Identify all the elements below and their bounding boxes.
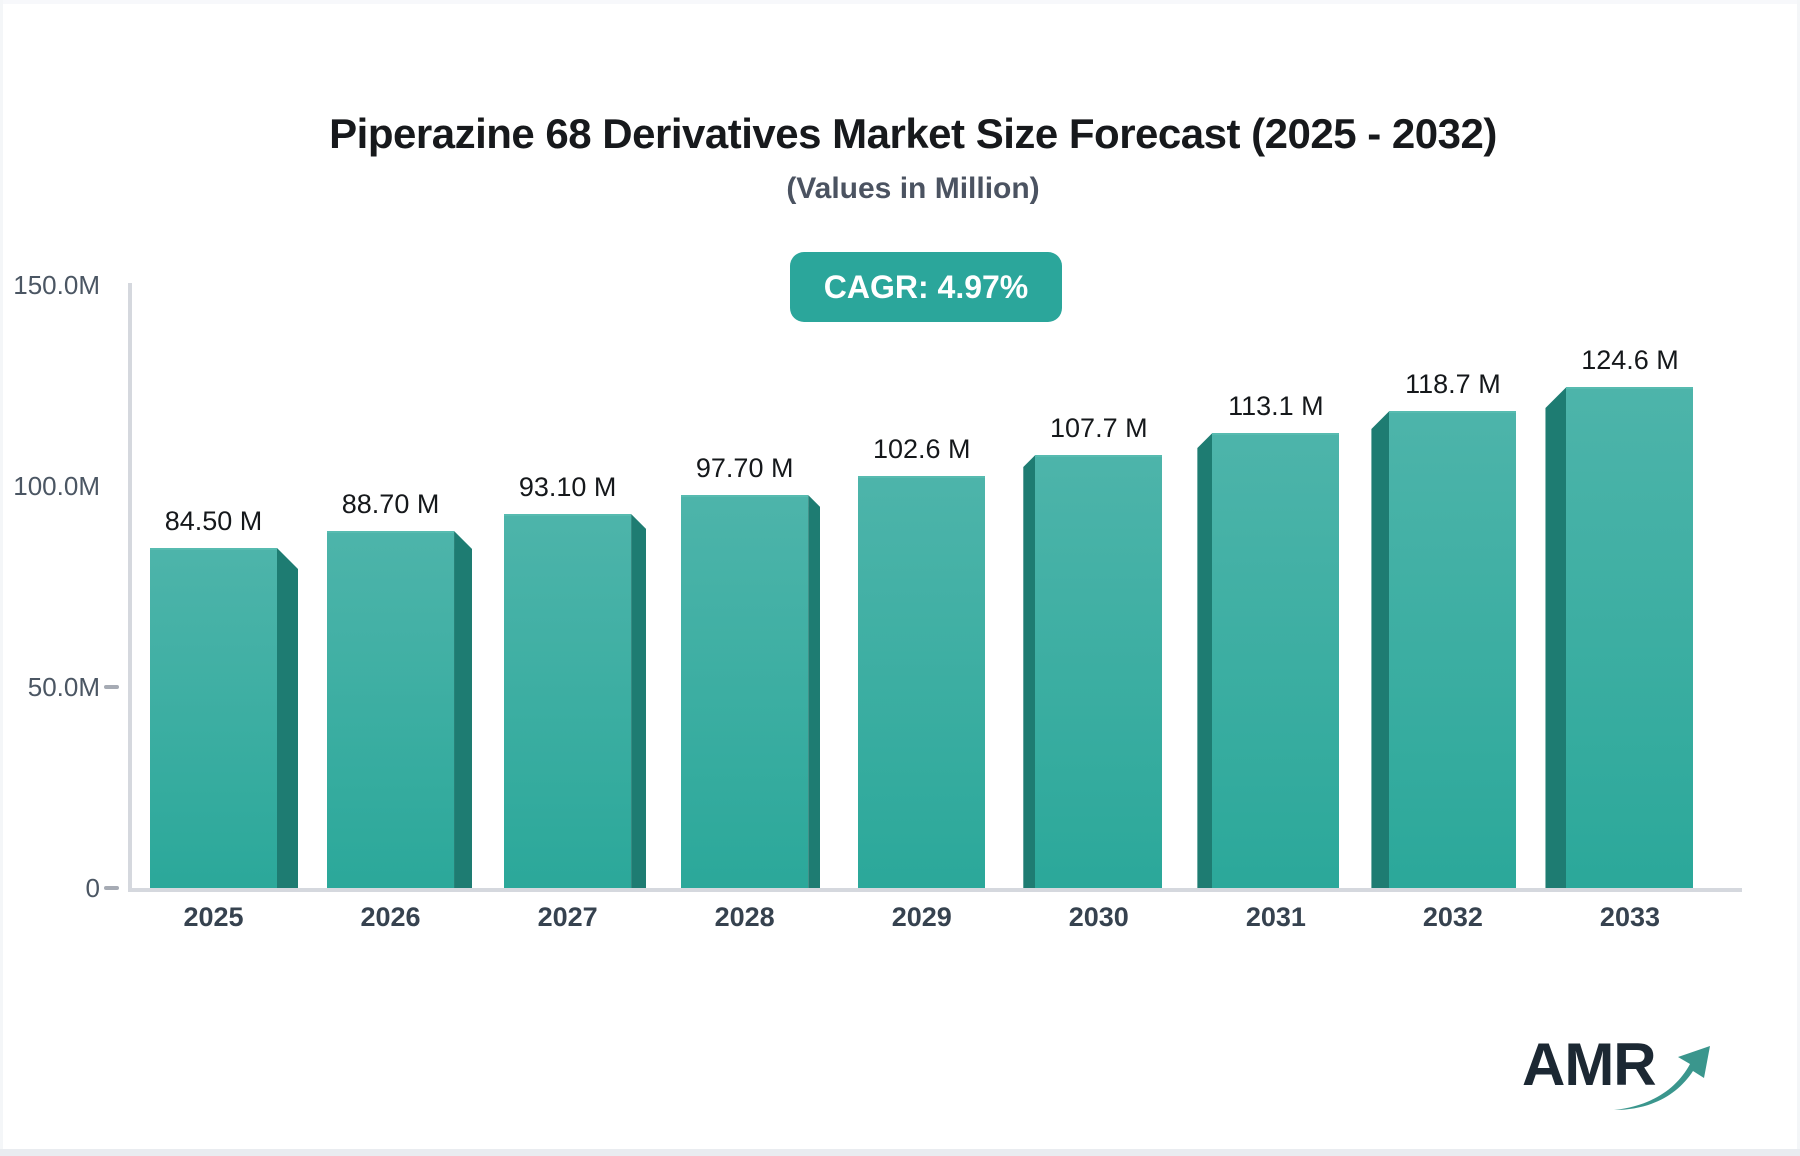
bar-value-label: 97.70 M [695, 453, 794, 483]
bar-3d-side [1023, 455, 1036, 888]
y-axis-tick-dash [104, 886, 119, 890]
bar-3d-side [1197, 433, 1213, 888]
y-axis-tick-label: 100.0M [13, 471, 100, 501]
cagr-badge: CAGR: 4.97% [790, 252, 1062, 322]
bar-face [1566, 387, 1694, 888]
bar-2028 [681, 495, 821, 888]
frame-border-bottom [0, 1149, 1800, 1156]
chart-title: Piperazine 68 Derivatives Market Size Fo… [329, 110, 1497, 157]
x-axis-line [128, 888, 1742, 892]
bar-3d-side [454, 531, 473, 888]
bar-face [327, 531, 455, 888]
bar-value-label: 107.7 M [1050, 413, 1148, 443]
x-axis-label-2030: 2030 [1068, 902, 1129, 932]
bar-value-label: 84.50 M [164, 506, 263, 536]
x-axis-label-2025: 2025 [183, 902, 244, 932]
bar-face [504, 514, 632, 888]
x-axis-label-2027: 2027 [537, 902, 598, 932]
y-axis-tick-label: 150.0M [13, 270, 100, 300]
bar-value-label: 124.6 M [1581, 345, 1679, 375]
y-axis-tick-label: 0 [85, 873, 100, 903]
frame-border-left [0, 0, 3, 1156]
bar-2029 [858, 476, 986, 888]
x-axis-label-2032: 2032 [1422, 902, 1483, 932]
y-axis-tick-label: 50.0M [27, 672, 100, 702]
x-axis-label-2028: 2028 [714, 902, 775, 932]
amr-logo: AMR [1522, 1030, 1732, 1120]
bar-value-label: 118.7 M [1405, 369, 1501, 399]
x-axis-label-2033: 2033 [1599, 902, 1660, 932]
bar-value-label: 113.1 M [1228, 391, 1324, 421]
bar-face [1389, 411, 1517, 888]
bar-2033 [1545, 387, 1694, 888]
y-axis-line [128, 283, 132, 892]
bar-face [681, 495, 809, 888]
x-axis-label-2029: 2029 [891, 902, 952, 932]
chart-subtitle: (Values in Million) [786, 172, 1040, 205]
x-axis-label-2031: 2031 [1245, 902, 1306, 932]
bar-value-label: 88.70 M [341, 489, 440, 519]
bar-face [150, 548, 277, 888]
frame-border-right [1797, 0, 1800, 1156]
y-axis-tick-dash [104, 685, 119, 689]
bar-2030 [1023, 455, 1163, 888]
bar-3d-side [808, 495, 821, 888]
amr-logo-text: AMR [1522, 1031, 1657, 1098]
bar-3d-side [277, 548, 298, 888]
bar-face [1212, 433, 1340, 888]
bar-face [1035, 455, 1163, 888]
bar-value-label: 93.10 M [518, 472, 617, 502]
bar-3d-side [1371, 411, 1390, 888]
bar-2032 [1371, 411, 1517, 888]
bar-2026 [327, 531, 473, 888]
bar-2027 [504, 514, 647, 888]
bar-face [858, 476, 986, 888]
x-axis-label-2026: 2026 [360, 902, 421, 932]
frame-border-top [0, 0, 1800, 4]
bar-3d-side [631, 514, 647, 888]
bar-2031 [1197, 433, 1340, 888]
growth-arrow-icon [1614, 1046, 1710, 1110]
bar-2025 [150, 548, 298, 888]
bar-value-label: 102.6 M [872, 434, 971, 464]
bar-3d-side [1545, 387, 1567, 888]
